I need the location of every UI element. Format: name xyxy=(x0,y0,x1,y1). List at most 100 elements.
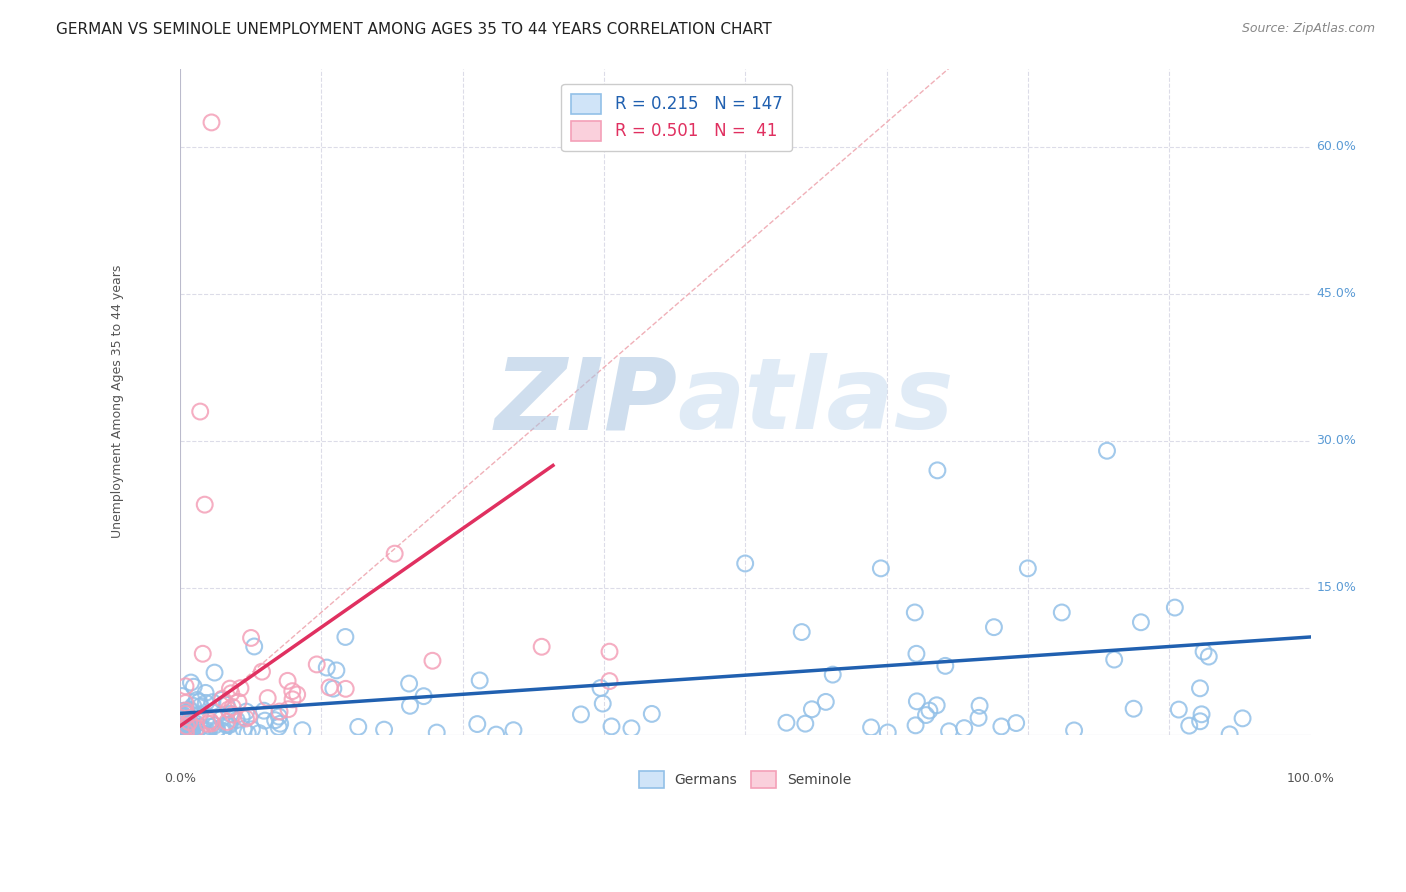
Point xyxy=(904,606,927,620)
Point xyxy=(191,728,214,742)
Point xyxy=(172,708,194,723)
Point xyxy=(969,698,991,713)
Point xyxy=(231,710,253,724)
Point xyxy=(305,657,328,672)
Text: 30.0%: 30.0% xyxy=(1316,434,1355,448)
Point xyxy=(194,498,217,512)
Point xyxy=(938,724,960,739)
Point xyxy=(1232,711,1254,725)
Point xyxy=(177,723,200,738)
Point xyxy=(170,727,193,741)
Point xyxy=(217,718,239,732)
Point xyxy=(1178,718,1201,732)
Point xyxy=(502,723,524,738)
Point xyxy=(179,704,201,718)
Point xyxy=(197,716,219,731)
Point xyxy=(200,720,222,734)
Point xyxy=(184,728,207,742)
Point xyxy=(195,727,218,741)
Point xyxy=(174,706,197,721)
Point xyxy=(235,705,257,719)
Point xyxy=(211,693,233,707)
Point xyxy=(347,720,370,734)
Point xyxy=(174,704,197,718)
Point xyxy=(179,723,201,737)
Point xyxy=(426,725,449,739)
Point xyxy=(1122,702,1144,716)
Point xyxy=(191,727,214,741)
Point xyxy=(530,640,553,654)
Point xyxy=(238,709,260,723)
Point xyxy=(170,689,193,703)
Text: ZIP: ZIP xyxy=(495,353,678,450)
Point xyxy=(1005,716,1028,731)
Point xyxy=(465,717,488,731)
Point xyxy=(620,722,643,736)
Point xyxy=(194,686,217,700)
Text: 60.0%: 60.0% xyxy=(1316,140,1355,153)
Point xyxy=(169,725,191,739)
Point xyxy=(195,723,218,737)
Point xyxy=(267,720,290,734)
Point xyxy=(188,707,211,722)
Point xyxy=(211,712,233,726)
Point xyxy=(990,719,1012,733)
Point xyxy=(173,713,195,727)
Point xyxy=(190,720,212,734)
Point xyxy=(915,708,938,723)
Point xyxy=(212,723,235,738)
Point xyxy=(318,681,340,695)
Point xyxy=(918,704,941,718)
Point xyxy=(905,694,928,708)
Point xyxy=(173,723,195,737)
Point xyxy=(186,693,208,707)
Point xyxy=(174,718,197,732)
Point xyxy=(925,698,948,713)
Point xyxy=(217,714,239,729)
Point xyxy=(179,723,201,737)
Point xyxy=(186,721,208,735)
Point xyxy=(170,722,193,736)
Point xyxy=(183,680,205,694)
Point xyxy=(214,717,236,731)
Point xyxy=(373,723,395,737)
Point xyxy=(1192,645,1215,659)
Point xyxy=(1129,615,1152,630)
Point xyxy=(173,704,195,718)
Point xyxy=(814,695,837,709)
Point xyxy=(335,681,357,696)
Point xyxy=(285,688,308,702)
Point xyxy=(225,713,247,727)
Point xyxy=(589,681,612,695)
Point xyxy=(170,706,193,721)
Point xyxy=(775,715,797,730)
Point xyxy=(217,702,239,716)
Point xyxy=(200,115,222,129)
Point xyxy=(204,665,226,680)
Point xyxy=(399,698,422,713)
Point xyxy=(794,716,817,731)
Point xyxy=(905,647,928,661)
Point xyxy=(188,695,211,709)
Point xyxy=(219,681,242,696)
Point xyxy=(176,719,198,733)
Point xyxy=(1164,600,1187,615)
Point xyxy=(236,726,259,740)
Point xyxy=(790,625,813,640)
Point xyxy=(1198,649,1220,664)
Point xyxy=(934,658,956,673)
Point xyxy=(181,723,204,737)
Legend: Germans, Seminole: Germans, Seminole xyxy=(631,764,859,795)
Point xyxy=(201,716,224,731)
Point xyxy=(219,706,242,721)
Point xyxy=(215,698,238,712)
Point xyxy=(281,692,304,706)
Point xyxy=(250,665,273,679)
Point xyxy=(599,645,621,659)
Point xyxy=(335,630,357,644)
Point xyxy=(176,715,198,730)
Point xyxy=(256,691,278,706)
Point xyxy=(592,697,614,711)
Point xyxy=(177,724,200,739)
Text: 100.0%: 100.0% xyxy=(1286,772,1334,785)
